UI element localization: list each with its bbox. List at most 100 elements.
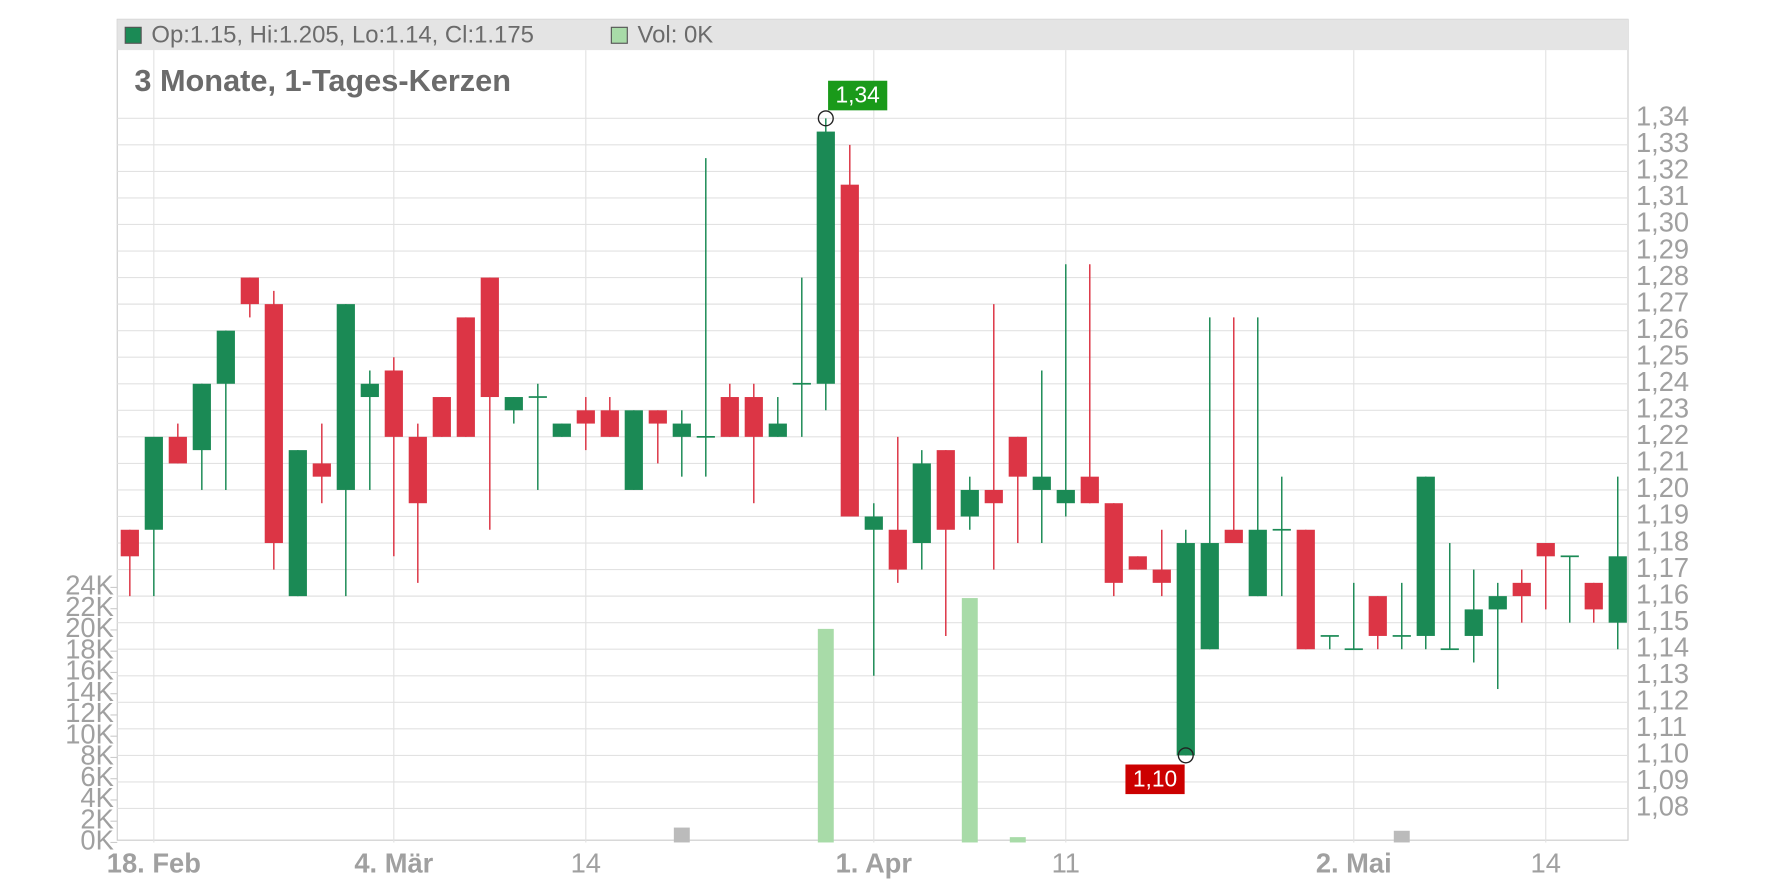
y-tick-label: 1,08 <box>1636 791 1689 822</box>
x-tick-label: 14 <box>1531 847 1561 878</box>
candle-body <box>1296 529 1315 650</box>
y2-tick-label: 22K <box>65 591 114 622</box>
y2-tick-label: 0K <box>80 825 113 856</box>
candle-body <box>456 317 475 437</box>
volume-bar <box>1009 837 1026 843</box>
candle-body <box>1512 582 1531 597</box>
candle-body <box>648 410 667 424</box>
y-tick-label: 1,10 <box>1636 738 1689 769</box>
y-tick-label: 1,12 <box>1636 685 1689 716</box>
candle-body <box>408 436 427 504</box>
extreme-marker <box>817 110 834 127</box>
candle-body <box>528 396 547 398</box>
candle-body <box>1128 556 1147 570</box>
extreme-marker <box>1177 747 1194 764</box>
volume-bar <box>817 628 834 843</box>
y-tick-label: 1,25 <box>1636 339 1689 370</box>
candle-body <box>432 397 451 437</box>
legend-swatch <box>124 26 142 44</box>
y-tick-label: 1,16 <box>1636 578 1689 609</box>
y2-tick-label: 12K <box>65 697 114 728</box>
y-tick-label: 1,32 <box>1636 154 1689 185</box>
candle-body <box>336 304 355 490</box>
annotation-label: 1,10 <box>1133 765 1177 791</box>
candle-body <box>1440 648 1459 651</box>
y2-tick-label: 16K <box>65 655 114 686</box>
y-tick-label: 1,22 <box>1636 419 1689 450</box>
candle-body <box>1416 476 1435 636</box>
candle-body <box>1392 635 1411 637</box>
y2-tick-label: 14K <box>65 676 114 707</box>
candle-body <box>1536 543 1555 557</box>
y-tick-label: 1,19 <box>1636 499 1689 530</box>
legend-bar <box>117 19 1629 51</box>
candle-body <box>576 410 595 424</box>
candle-body <box>552 423 571 437</box>
candle-body <box>1608 556 1627 623</box>
y-tick-label: 1,24 <box>1636 366 1689 397</box>
candle-body <box>816 131 835 384</box>
y-tick-label: 1,21 <box>1636 446 1689 477</box>
x-tick-label: 11 <box>1052 847 1080 878</box>
chart-title: 3 Monate, 1-Tages-Kerzen <box>134 63 511 98</box>
legend-label: Vol: 0K <box>638 22 714 49</box>
annotation-label: 1,34 <box>836 82 880 108</box>
candle-body <box>672 423 691 437</box>
candle-body <box>168 436 187 464</box>
candle-body <box>1464 609 1483 636</box>
candle-body <box>864 516 883 530</box>
candle-body <box>312 463 331 477</box>
candle-body <box>1224 529 1243 544</box>
volume-bar <box>961 598 978 843</box>
y-tick-label: 1,26 <box>1636 313 1689 344</box>
candle-body <box>264 304 283 544</box>
annotation-box <box>828 80 888 111</box>
candle-body <box>888 529 907 570</box>
candle-body <box>624 410 643 490</box>
x-tick-label: 18. Feb <box>107 847 201 878</box>
y2-tick-label: 24K <box>65 570 114 601</box>
y2-tick-label: 18K <box>65 633 114 664</box>
candle-body <box>360 383 379 398</box>
y-tick-label: 1,30 <box>1636 207 1689 238</box>
y2-tick-label: 6K <box>80 761 113 792</box>
candle-body <box>120 529 139 557</box>
candle-body <box>1488 596 1507 610</box>
candle-body <box>936 450 955 530</box>
candle-body <box>1080 476 1099 504</box>
volume-bar <box>1393 830 1410 843</box>
y-tick-label: 1,17 <box>1636 552 1689 583</box>
candle-body <box>1104 503 1123 583</box>
annotation-box <box>1125 764 1185 795</box>
candle-body <box>504 397 523 411</box>
candle-body <box>192 383 211 451</box>
candle-body <box>984 489 1003 504</box>
candle-body <box>1032 476 1051 490</box>
y2-tick-label: 20K <box>65 612 114 643</box>
x-tick-label: 2. Mai <box>1316 847 1392 878</box>
candle-body <box>480 277 499 398</box>
x-tick-label: 1. Apr <box>836 847 913 878</box>
candle-body <box>1008 436 1027 477</box>
candle-body <box>1560 555 1579 558</box>
candle-body <box>1368 596 1387 636</box>
candle-body <box>1320 635 1339 637</box>
candle-body <box>720 397 739 437</box>
candle-body <box>1176 543 1195 756</box>
candle-body <box>1152 569 1171 583</box>
candle-body <box>840 184 859 517</box>
candle-body <box>696 435 715 438</box>
y-tick-label: 1,18 <box>1636 525 1689 556</box>
y-tick-label: 1,15 <box>1636 605 1689 636</box>
candle-body <box>240 277 259 305</box>
candle-body <box>1200 543 1219 650</box>
candle-body <box>1344 648 1363 651</box>
candle-body <box>1248 529 1267 597</box>
y-tick-label: 1,29 <box>1636 233 1689 264</box>
y2-tick-label: 8K <box>80 740 113 771</box>
candle-body <box>792 382 811 385</box>
y-tick-label: 1,23 <box>1636 393 1689 424</box>
legend-label: Op:1.15, Hi:1.205, Lo:1.14, Cl:1.175 <box>151 22 534 49</box>
candle-body <box>744 397 763 437</box>
